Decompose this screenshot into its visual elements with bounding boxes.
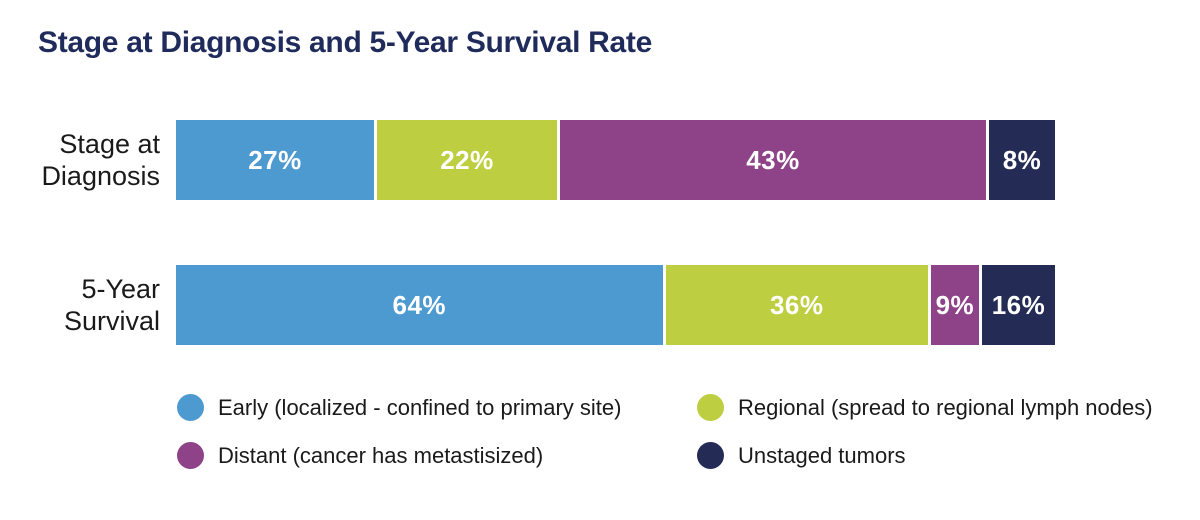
legend-label: Early (localized - confined to primary s…	[218, 394, 622, 420]
legend-label: Regional (spread to regional lymph nodes…	[738, 394, 1153, 420]
legend-swatch-early	[177, 394, 204, 421]
chart-title: Stage at Diagnosis and 5-Year Survival R…	[38, 26, 653, 59]
legend-item-distant: Distant (cancer has metastisized)	[177, 442, 697, 469]
bar-segment-regional: 22%	[377, 120, 557, 200]
row-category-label: Stage at Diagnosis	[0, 120, 160, 200]
bar-row: Stage at Diagnosis 27% 22% 43% 8%	[0, 120, 1055, 200]
segment-value-label: 8%	[1002, 144, 1042, 175]
bar-segments: 64% 36% 9% 16%	[176, 265, 1055, 345]
bar-segment-regional: 36%	[665, 265, 928, 345]
bar-segment-unstaged: 8%	[989, 120, 1055, 200]
bar-segments: 27% 22% 43% 8%	[176, 120, 1055, 200]
bar-segment-early: 27%	[176, 120, 374, 200]
legend-item-regional: Regional (spread to regional lymph nodes…	[697, 394, 1153, 421]
segment-value-label: 43%	[746, 144, 800, 175]
legend-item-unstaged: Unstaged tumors	[697, 442, 1153, 469]
bar-row: 5-Year Survival 64% 36% 9% 16%	[0, 265, 1055, 345]
chart-legend: Early (localized - confined to primary s…	[177, 394, 1153, 469]
legend-item-early: Early (localized - confined to primary s…	[177, 394, 697, 421]
legend-swatch-distant	[177, 442, 204, 469]
bar-segment-unstaged: 16%	[981, 265, 1055, 345]
segment-value-label: 16%	[991, 289, 1046, 320]
segment-value-label: 64%	[392, 289, 447, 320]
row-category-label-line: Survival	[63, 306, 160, 336]
bar-segment-distant: 43%	[560, 120, 986, 200]
row-category-label-line: Diagnosis	[41, 161, 160, 191]
segment-value-label: 9%	[935, 289, 975, 320]
legend-label: Unstaged tumors	[738, 442, 906, 468]
legend-label: Distant (cancer has metastisized)	[218, 442, 544, 468]
segment-value-label: 22%	[440, 144, 494, 175]
row-category-label-line: 5-Year	[81, 273, 160, 304]
legend-swatch-regional	[697, 394, 724, 421]
row-category-label: 5-Year Survival	[0, 265, 160, 345]
bar-segment-distant: 9%	[930, 265, 979, 345]
row-category-label-line: Stage at	[59, 128, 160, 159]
segment-value-label: 27%	[248, 144, 302, 175]
legend-swatch-unstaged	[697, 442, 724, 469]
segment-value-label: 36%	[769, 289, 824, 320]
bar-segment-early: 64%	[176, 265, 663, 345]
